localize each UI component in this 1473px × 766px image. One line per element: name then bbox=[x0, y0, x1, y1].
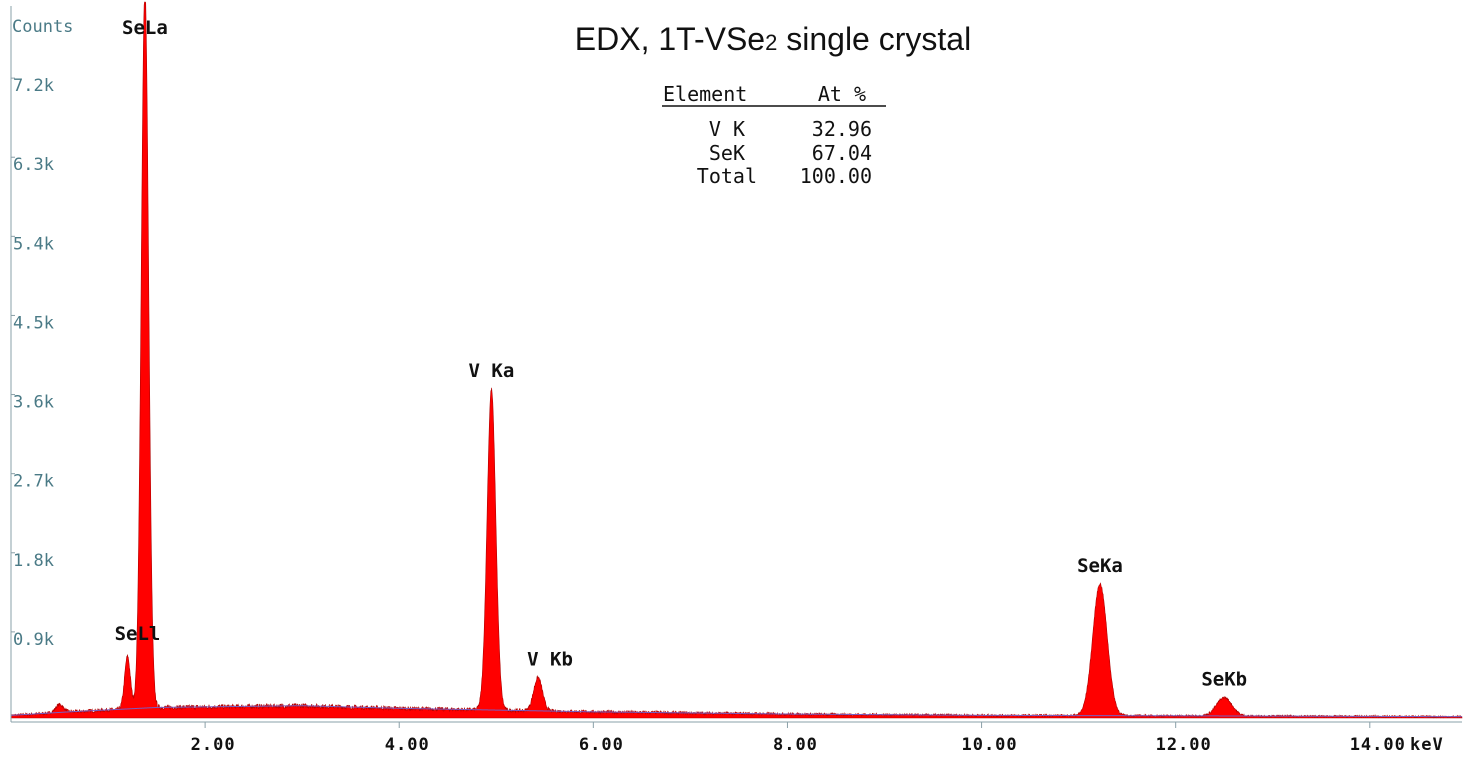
x-tick-label: 2.00 bbox=[191, 735, 236, 755]
x-tick-label: 12.00 bbox=[1156, 735, 1212, 755]
peak-label: V Kb bbox=[527, 648, 573, 670]
chart-title-main: EDX, 1T-VSe bbox=[575, 21, 765, 57]
y-tick-label: 6.3k bbox=[13, 155, 54, 175]
x-ticks: 2.00 4.00 6.00 8.00 10.00 12.00 14.00 bbox=[191, 722, 1406, 755]
background-fit-line bbox=[10, 705, 1462, 718]
table-row-element: Total bbox=[697, 164, 757, 188]
table-row-value: 67.04 bbox=[812, 141, 872, 165]
y-tick-label: 3.6k bbox=[13, 393, 54, 413]
table-row-value: 100.00 bbox=[800, 164, 872, 188]
table-header-at-percent: At % bbox=[818, 82, 866, 106]
x-tick-label: 10.00 bbox=[961, 735, 1017, 755]
quant-table: Element At % V K 32.96 SeK 67.04 Total 1… bbox=[662, 82, 886, 188]
y-tick-label: 7.2k bbox=[13, 76, 54, 96]
peak-label: SeKb bbox=[1201, 668, 1247, 690]
chart-title-suffix: single crystal bbox=[777, 21, 971, 57]
x-tick-label: 4.00 bbox=[385, 735, 430, 755]
y-tick-label: 2.7k bbox=[13, 472, 54, 492]
table-row-element: SeK bbox=[709, 141, 745, 165]
x-tick-label: 14.00 bbox=[1350, 735, 1406, 755]
y-tick-label: 0.9k bbox=[13, 630, 54, 650]
peak-label: V Ka bbox=[469, 360, 515, 382]
y-ticks: 0.9k 1.8k 2.7k 3.6k 4.5k 5.4k 6.3k 7.2k bbox=[11, 76, 54, 650]
y-tick-label: 5.4k bbox=[13, 234, 54, 254]
peak-label: SeKa bbox=[1077, 555, 1123, 577]
peak-labels: SeLa SeLl V Ka V Kb SeKa SeKb bbox=[115, 17, 1248, 690]
table-header-element: Element bbox=[663, 82, 747, 106]
y-tick-label: 4.5k bbox=[13, 313, 54, 333]
y-axis-title: Counts bbox=[12, 17, 73, 37]
peak-label: SeLl bbox=[115, 623, 161, 645]
spectrum-series bbox=[10, 1, 1463, 719]
x-tick-label: 8.00 bbox=[773, 735, 818, 755]
table-row-value: 32.96 bbox=[812, 117, 872, 141]
axes bbox=[10, 6, 1462, 723]
x-axis-unit: keV bbox=[1410, 735, 1444, 755]
peak-label: SeLa bbox=[122, 17, 168, 39]
chart-title-subscript: 2 bbox=[765, 30, 777, 55]
chart-title: EDX, 1T-VSe2 single crystal bbox=[575, 21, 971, 57]
x-tick-label: 6.00 bbox=[579, 735, 624, 755]
plot-area bbox=[10, 1, 1463, 719]
table-row-element: V K bbox=[709, 117, 745, 141]
y-tick-label: 1.8k bbox=[13, 551, 54, 571]
